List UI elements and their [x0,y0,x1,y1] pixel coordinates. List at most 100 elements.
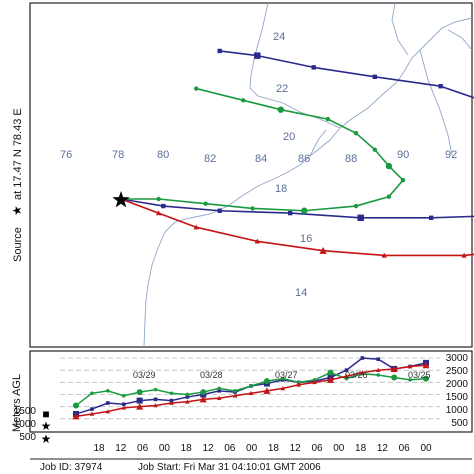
profile-point-1-1 [90,407,94,411]
left-tick-1000: 1000 [14,419,37,430]
trajectory-point-1-16 [254,52,261,59]
lat-label-18: 18 [275,183,287,195]
trajectory-point-1-2 [217,208,222,213]
profile-point-3-7 [185,399,190,404]
lon-label-82: 82 [204,153,216,165]
trajectory-layer [120,48,474,258]
left-marker-star: ★ [41,419,52,433]
trajectory-point-2-2 [203,201,208,206]
profile-point-3-6 [169,400,174,405]
trajectory-point-3-6 [461,252,467,258]
lon-labels: 76 78 80 82 84 86 88 90 92 [60,149,457,165]
date-label-0327: 03/27 [275,370,298,380]
hour-tick-1: 12 [115,443,127,454]
trajectory-point-1-4 [357,214,364,221]
profile-point-2-14 [296,380,301,385]
trajectory-point-3-4 [319,247,327,254]
lon-label-84: 84 [255,153,267,165]
right-tick-3000: 3000 [446,353,469,364]
hour-tick-11: 00 [333,443,345,454]
right-tick-1000: 1000 [446,405,469,416]
profile-point-3-2 [105,409,111,414]
profile-point-2-5 [153,387,158,392]
trajectory-point-1-15 [311,65,316,70]
source-star-icon: ★ [10,205,24,216]
profile-point-2-11 [249,384,253,388]
hour-tick-labels: 18 12 06 00 18 12 06 00 18 12 06 00 18 12 06 00 [93,443,432,454]
trajectory-point-2-3 [250,206,255,211]
trajectory-point-2-5 [353,203,359,209]
source-label: Source [12,227,24,262]
source-coords: at 17.47 N 78.43 E [12,108,24,200]
date-label-0328: 03/28 [200,370,223,380]
hour-tick-5: 12 [202,443,214,454]
profile-point-2-10 [233,389,237,393]
profile-point-3-9 [216,395,222,400]
profile-point-2-1 [90,391,94,396]
profile-point-2-22 [423,375,429,382]
profile-point-1-3 [121,402,126,407]
lat-labels: 24 22 20 18 16 14 [273,31,312,299]
trajectory-point-2-9 [372,147,377,152]
hour-tick-10: 06 [311,443,323,454]
lat-label-24: 24 [273,31,285,43]
profile-point-3-22 [422,361,430,369]
profile-point-1-6 [169,398,174,403]
profile-point-2-7 [185,392,190,397]
profile-point-3-20 [390,365,398,372]
lat-label-16: 16 [300,233,312,245]
source-label-group: Source ★ at 17.47 N 78.43 E [10,108,24,262]
lon-label-90: 90 [397,149,409,161]
profile-point-3-21 [407,364,413,369]
profile-point-3-16 [327,376,335,383]
trajectory-point-2-10 [353,131,359,136]
left-tick-1500: 1500 [14,406,37,417]
trajectory-point-1-13 [438,84,443,89]
left-marker-star-2: ★ [41,432,52,446]
hour-tick-15: 00 [420,443,432,454]
profile-point-2-0 [73,402,79,409]
lon-label-86: 86 [298,153,310,165]
hour-tick-7: 00 [246,443,258,454]
left-tick-500: 500 [19,432,36,443]
trajectory-point-1-1 [161,203,166,209]
profile-point-2-19 [376,373,381,377]
date-label-0325: 03/25 [408,370,431,380]
hour-tick-14: 06 [399,443,411,454]
lon-label-78: 78 [112,149,124,161]
profile-point-3-19 [375,367,381,372]
trajectory-line-1 [120,50,474,219]
profile-layer [72,356,430,420]
profile-point-1-9 [217,389,221,393]
profile-point-3-14 [296,382,302,387]
lon-label-76: 76 [60,149,72,161]
profile-point-2-16 [327,369,334,376]
footer-job-start: Job Start: Fri Mar 31 04:10:01 GMT 2006 [138,462,321,473]
profile-point-3-1 [89,411,95,416]
lon-label-92: 92 [445,149,457,161]
trajectory-point-2-12 [277,106,284,113]
profile-ylabel: Meters AGL [11,374,23,432]
profile-point-2-12 [263,378,270,385]
hour-tick-3: 00 [159,443,171,454]
profile-point-3-13 [280,386,286,391]
footer-job-id: Job ID: 37974 [40,462,103,473]
profile-point-2-20 [391,374,398,381]
profile-point-3-5 [153,403,158,408]
date-label-0329: 03/29 [133,370,156,380]
trajectory-point-2-11 [325,116,330,122]
source-star [112,191,130,208]
trajectory-point-1-5 [429,215,434,220]
trajectory-point-2-14 [194,86,199,91]
trajectory-point-2-6 [386,194,392,199]
profile-point-3-18 [360,370,365,375]
profile-point-3-0 [72,412,80,420]
profile-point-3-15 [312,380,317,385]
hour-tick-0: 18 [93,443,105,454]
profile-point-1-17 [344,368,349,372]
profile-point-1-7 [185,395,190,399]
profile-point-2-9 [217,386,221,391]
trajectory-point-1-14 [372,74,377,79]
profile-point-2-8 [200,389,207,396]
